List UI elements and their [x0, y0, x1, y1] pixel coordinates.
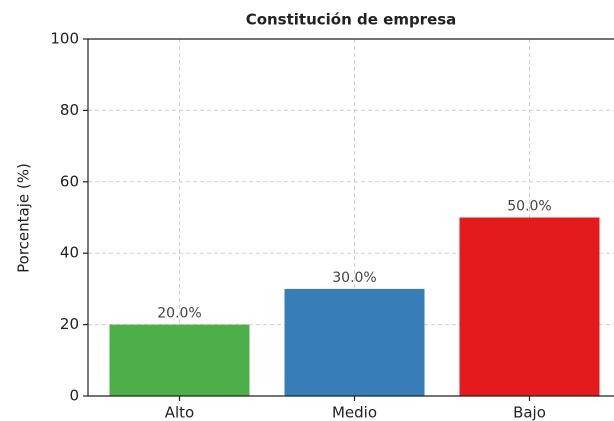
y-tick-label: 80	[60, 101, 79, 119]
x-tick-label: Alto	[165, 404, 195, 421]
y-tick-label: 100	[50, 30, 79, 48]
bar	[284, 288, 425, 396]
y-tick-label: 0	[69, 387, 79, 405]
y-tick-label: 40	[60, 244, 79, 262]
y-tick-label: 20	[60, 315, 79, 333]
value-label: 30.0%	[332, 270, 376, 286]
x-tick-label: Medio	[332, 404, 377, 421]
bar	[109, 324, 250, 396]
y-axis-label: Porcentaje (%)	[15, 163, 33, 273]
value-label: 50.0%	[507, 199, 551, 215]
bar	[459, 217, 600, 396]
value-label: 20.0%	[157, 306, 201, 322]
x-tick-label: Bajo	[513, 404, 546, 421]
y-tick-label: 60	[60, 172, 79, 190]
chart-title: Constitución de empresa	[246, 11, 457, 29]
